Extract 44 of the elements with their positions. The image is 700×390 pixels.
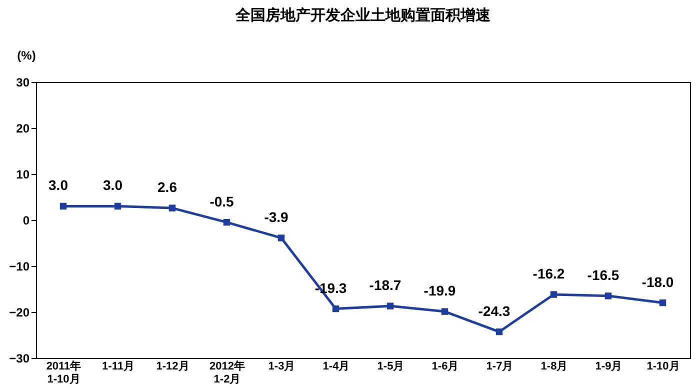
y-tick-label: 20 bbox=[16, 122, 30, 136]
x-tick-label: 2012年 1-2月 bbox=[210, 360, 245, 386]
x-tick-label: 1-9月 bbox=[595, 360, 622, 372]
x-tick-label: 1-3月 bbox=[268, 360, 296, 372]
point bbox=[168, 204, 176, 212]
y-axis-title: (%) bbox=[17, 48, 36, 62]
x-tick-label: 1-11月 bbox=[102, 360, 134, 372]
y-tick-label: −20 bbox=[9, 306, 30, 320]
text: -19.9 bbox=[424, 282, 456, 299]
point bbox=[441, 308, 448, 315]
point bbox=[332, 305, 340, 312]
point bbox=[60, 202, 67, 210]
x-tick-label: 1-5月 bbox=[377, 360, 404, 372]
point bbox=[496, 328, 503, 336]
x-tick-label: 1-12月 bbox=[156, 360, 190, 372]
point bbox=[604, 292, 612, 300]
y-tick-label: −10 bbox=[9, 260, 30, 274]
point bbox=[114, 202, 122, 210]
text: -18.7 bbox=[369, 277, 402, 294]
text: -3.9 bbox=[264, 208, 288, 225]
x-tick-label: 2011年 1-10月 bbox=[46, 360, 82, 386]
y-tick-label: −30 bbox=[9, 352, 30, 366]
y-tick-label: 0 bbox=[22, 214, 30, 228]
text: 3.0 bbox=[103, 177, 122, 194]
text: -16.2 bbox=[532, 266, 565, 282]
point bbox=[659, 299, 666, 306]
text: -24.3 bbox=[478, 302, 510, 319]
x-tick-label: 1-8月 bbox=[540, 360, 568, 372]
text: -16.5 bbox=[587, 266, 620, 283]
text: 3.0 bbox=[48, 177, 68, 194]
x-tick-label: 1-10月 bbox=[646, 360, 680, 372]
y-tick-label: 10 bbox=[16, 168, 30, 182]
text: -18.0 bbox=[642, 274, 674, 290]
text: -0.5 bbox=[210, 193, 234, 210]
point bbox=[223, 218, 230, 226]
x-tick-label: 1-4月 bbox=[322, 360, 350, 372]
chart-title: 全国房地产开发企业土地购置面积增速 bbox=[234, 6, 492, 24]
point bbox=[550, 291, 558, 298]
y-tick-label: 30 bbox=[16, 76, 30, 90]
x-tick-label: 1-6月 bbox=[432, 360, 459, 372]
point bbox=[278, 234, 285, 242]
x-tick-label: 1-7月 bbox=[486, 360, 514, 372]
point bbox=[386, 302, 394, 310]
text: 2.6 bbox=[158, 179, 177, 196]
